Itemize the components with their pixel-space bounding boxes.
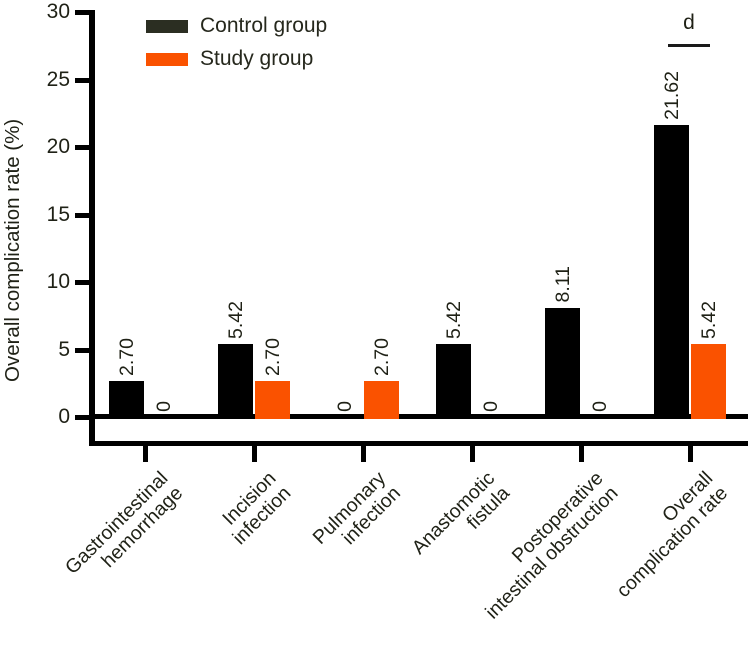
bar-value-label: 2.70 [262,338,284,376]
y-axis-spine [89,10,95,446]
y-tick-label: 10 [46,270,70,293]
y-tick [75,212,89,218]
x-tick [579,446,584,462]
y-tick-label: 25 [46,67,70,91]
x-tick [252,446,257,462]
y-tick-label: 5 [58,337,70,361]
bar-value-label: 0 [153,401,175,412]
y-tick [75,347,89,353]
bar-value-label: 5.42 [225,301,247,339]
category-label: Anastomotic fistula [407,467,514,559]
bar-value-label: 5.42 [443,301,465,339]
y-tick [75,10,89,15]
legend-swatch-control-icon [146,19,188,33]
y-tick-label: 30 [46,0,70,23]
bar-control [218,344,253,419]
x-tick [143,446,148,462]
y-tick [75,145,89,150]
y-tick [75,77,89,83]
zero-baseline [89,414,748,419]
bar-study [691,344,726,419]
significance-line [668,44,710,47]
x-tick [361,446,366,462]
bar-study [364,381,399,419]
bar-value-label: 21.62 [661,71,683,120]
bar-value-label: 2.70 [116,338,138,376]
y-tick-label: 20 [46,135,70,158]
category-label: Pulmonary infection [308,467,405,550]
bar-value-label: 5.42 [698,301,720,339]
bar-value-label: 0 [480,401,502,412]
bar-value-label: 0 [589,401,611,412]
bar-control [109,381,144,419]
category-label: Overall complication rate [611,467,732,602]
y-tick-label: 0 [58,405,70,428]
bar-study [255,381,290,419]
bar-control [545,308,580,419]
significance-label: d [683,11,695,34]
category-label: Gastrointestinal hemorrhage [60,467,187,579]
bar-control [654,125,689,419]
x-tick [470,446,475,462]
category-label: Incision infection [218,467,296,550]
legend-item-study: Study group [146,46,327,72]
legend-label-control: Control group [200,14,328,37]
y-tick-label: 15 [46,202,70,226]
legend-item-control: Control group [146,13,327,39]
y-tick [75,280,89,285]
x-tick [688,446,693,462]
legend-label-study: Study group [200,47,314,70]
y-tick [75,415,89,420]
bar-value-label: 2.70 [371,338,393,376]
legend: Control group Study group [146,13,327,79]
legend-swatch-study-icon [146,52,188,66]
bar-value-label: 0 [334,401,356,412]
bar-control [436,344,471,419]
bar-value-label: 8.11 [552,266,574,303]
x-axis-spine [89,441,748,446]
